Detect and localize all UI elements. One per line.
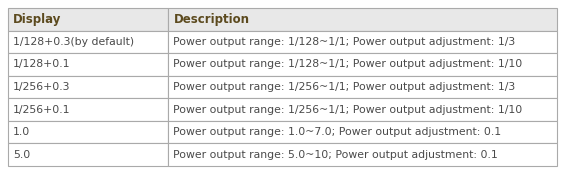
Text: Power output range: 1/128~1/1; Power output adjustment: 1/10: Power output range: 1/128~1/1; Power out…	[173, 60, 523, 69]
Bar	[168, 53, 557, 76]
Text: 1/128+0.1: 1/128+0.1	[13, 60, 71, 69]
Text: Power output range: 1/256~1/1; Power output adjustment: 1/10: Power output range: 1/256~1/1; Power out…	[173, 105, 523, 114]
Bar	[168, 8, 557, 31]
Bar	[168, 98, 557, 121]
Bar	[8, 98, 168, 121]
Text: 1/256+0.1: 1/256+0.1	[13, 105, 71, 114]
Text: 1/256+0.3: 1/256+0.3	[13, 82, 71, 92]
Bar	[168, 31, 557, 53]
Text: 1/128+0.3(by default): 1/128+0.3(by default)	[13, 37, 134, 47]
Text: Display: Display	[13, 13, 62, 26]
Text: Power output range: 1/256~1/1; Power output adjustment: 1/3: Power output range: 1/256~1/1; Power out…	[173, 82, 516, 92]
Text: Description: Description	[173, 13, 249, 26]
Bar	[8, 8, 168, 31]
Bar	[8, 143, 168, 166]
Bar	[8, 121, 168, 143]
Text: 1.0: 1.0	[13, 127, 31, 137]
Bar	[8, 76, 168, 98]
Bar	[168, 121, 557, 143]
Text: Power output range: 1.0~7.0; Power output adjustment: 0.1: Power output range: 1.0~7.0; Power outpu…	[173, 127, 502, 137]
Bar	[8, 31, 168, 53]
Bar	[8, 53, 168, 76]
Bar	[168, 76, 557, 98]
Text: 5.0: 5.0	[13, 150, 31, 160]
Bar	[168, 143, 557, 166]
Text: Power output range: 5.0~10; Power output adjustment: 0.1: Power output range: 5.0~10; Power output…	[173, 150, 498, 160]
Text: Power output range: 1/128~1/1; Power output adjustment: 1/3: Power output range: 1/128~1/1; Power out…	[173, 37, 516, 47]
